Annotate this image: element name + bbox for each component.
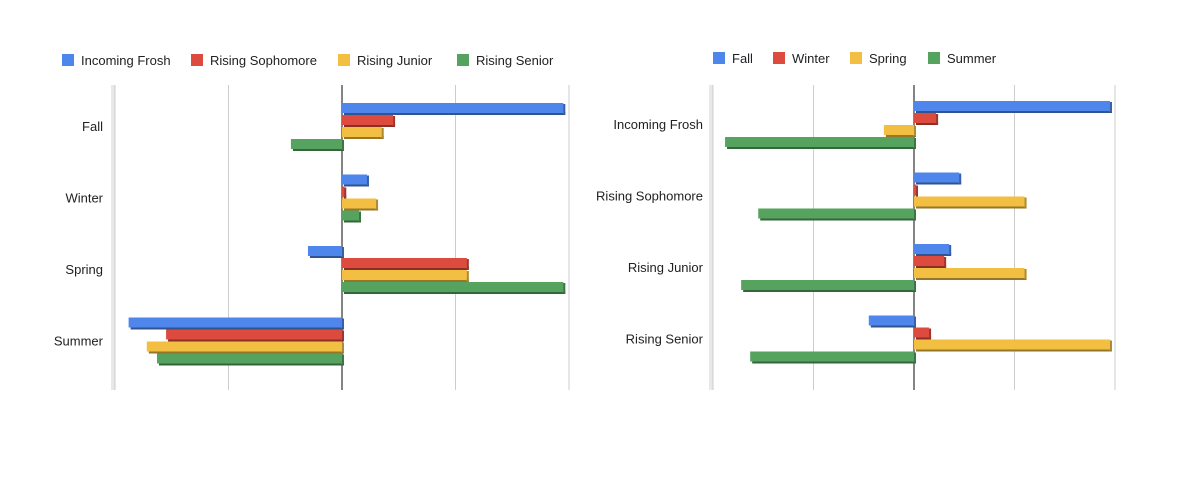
legend-label-rising-junior: Rising Junior (357, 53, 433, 68)
bar-rising-junior-winter (914, 256, 947, 268)
bar-rising-sophomore-spring (914, 196, 1027, 209)
bar-incoming-frosh-spring (883, 125, 916, 137)
legend-label-rising-senior: Rising Senior (476, 53, 554, 68)
bar-rising-sophomore-winter (914, 184, 919, 197)
bar-winter-rising-sophomore (342, 186, 347, 199)
bar-fall-rising-junior (342, 127, 384, 139)
category-label-rising-senior: Rising Senior (626, 332, 704, 347)
bar-incoming-frosh-summer (725, 137, 916, 149)
bar-incoming-frosh-fall (914, 101, 1112, 113)
bar-rising-senior-winter (914, 327, 932, 340)
legend-swatch-incoming-frosh (62, 54, 74, 66)
bar-fall-rising-senior (290, 139, 344, 151)
bar-rising-sophomore-summer (758, 208, 916, 221)
bar-winter-rising-junior (342, 198, 379, 211)
category-label-summer: Summer (54, 334, 104, 349)
bar-spring-rising-junior (342, 270, 469, 282)
legend-swatch-winter (773, 52, 785, 64)
legend-label-summer: Summer (947, 51, 997, 66)
bar-fall-incoming-frosh (342, 103, 566, 115)
legend-swatch-rising-senior (457, 54, 469, 66)
legend-swatch-fall (713, 52, 725, 64)
bar-spring-rising-senior (342, 282, 566, 294)
category-label-incoming-frosh: Incoming Frosh (613, 117, 703, 132)
plot-wall (709, 85, 713, 390)
category-label-winter: Winter (65, 191, 103, 206)
bar-rising-sophomore-fall (914, 172, 962, 185)
legend-label-spring: Spring (869, 51, 907, 66)
bar-winter-incoming-frosh (342, 174, 369, 187)
category-label-rising-sophomore: Rising Sophomore (596, 189, 703, 204)
bar-spring-rising-sophomore (342, 258, 469, 270)
plot-wall (111, 85, 115, 390)
legend-swatch-rising-junior (338, 54, 350, 66)
category-label-spring: Spring (65, 262, 103, 277)
bar-summer-incoming-frosh (128, 317, 344, 330)
bar-fall-rising-sophomore (342, 115, 396, 127)
bar-rising-senior-summer (750, 351, 916, 364)
bar-summer-rising-senior (156, 353, 344, 366)
legend-swatch-rising-sophomore (191, 54, 203, 66)
legend-swatch-spring (850, 52, 862, 64)
legend-label-incoming-frosh: Incoming Frosh (81, 53, 171, 68)
category-label-fall: Fall (82, 119, 103, 134)
bar-incoming-frosh-winter (914, 113, 939, 125)
bar-rising-junior-spring (914, 268, 1027, 280)
bar-rising-senior-fall (868, 315, 916, 328)
bar-summer-rising-sophomore (166, 329, 344, 342)
bar-winter-rising-senior (342, 210, 362, 223)
legend-label-rising-sophomore: Rising Sophomore (210, 53, 317, 68)
bar-summer-rising-junior (146, 341, 344, 354)
bar-rising-junior-summer (741, 280, 916, 292)
chart-by-season: Incoming Frosh Rising Sophomore Rising Jun… (54, 53, 570, 390)
legend-label-fall: Fall (732, 51, 753, 66)
category-label-rising-junior: Rising Junior (628, 260, 704, 275)
bar-spring-incoming-frosh (307, 246, 344, 258)
legend-swatch-summer (928, 52, 940, 64)
bar-rising-junior-fall (914, 244, 952, 256)
bar-rising-senior-spring (914, 339, 1112, 352)
legend-label-winter: Winter (792, 51, 830, 66)
chart-by-class-year: Fall Winter Spring Summer Incoming Frosh Risi… (596, 51, 1116, 390)
